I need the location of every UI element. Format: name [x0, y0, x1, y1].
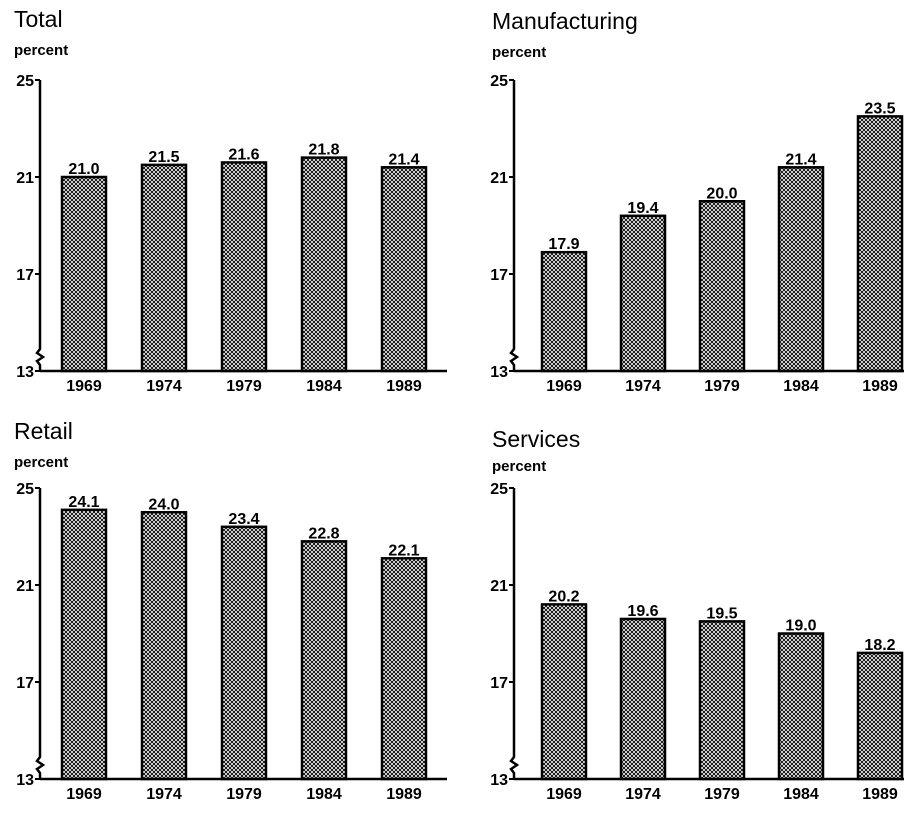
y-tick-label: 21	[16, 170, 34, 187]
y-tick-label: 21	[490, 578, 508, 595]
bar-value-label: 20.2	[548, 588, 579, 605]
y-tick-label: 25	[490, 73, 508, 90]
bar-value-label: 20.0	[706, 185, 737, 202]
y-axis-line	[509, 80, 520, 371]
x-tick-label: 1974	[625, 378, 661, 395]
bar	[856, 115, 904, 373]
bar-value-label: 21.8	[308, 142, 339, 159]
y-axis-unit-label: percent	[492, 44, 547, 61]
x-tick-label: 1974	[625, 786, 661, 803]
bar-value-label: 23.5	[864, 100, 895, 117]
retail-chart-panel: Retail percent 13 17 21 25 24.1 1969 24.0 1974 2…	[0, 410, 461, 818]
bar	[698, 200, 746, 373]
bar	[856, 651, 904, 781]
total-chart-panel: Total percent 13 17 21 25 21.0 1969 21.5 1974 21…	[0, 0, 461, 408]
manufacturing-bar-chart: 13 17 21 25 17.9 1969 19.4 1974 20.0 1979 21.4 1984…	[490, 73, 904, 395]
bar-value-label: 21.0	[68, 161, 99, 178]
bar	[540, 250, 588, 373]
y-tick-label: 17	[490, 675, 508, 692]
bar	[777, 632, 825, 781]
bar	[300, 540, 348, 781]
bar	[540, 603, 588, 781]
bar	[60, 508, 108, 781]
bar-value-label: 18.2	[864, 637, 895, 654]
chart-title: Retail	[14, 418, 73, 444]
y-tick-label: 25	[16, 73, 34, 90]
y-axis-line	[35, 80, 46, 371]
y-tick-label: 25	[490, 481, 508, 498]
y-tick-label: 13	[490, 364, 508, 381]
bar	[140, 163, 188, 373]
x-tick-label: 1979	[226, 786, 262, 803]
bar	[698, 620, 746, 781]
y-tick-label: 21	[490, 170, 508, 187]
services-bar-chart: 13 17 21 25 20.2 1969 19.6 1974 19.5 1979 19.0 1984…	[490, 481, 904, 803]
bar	[619, 617, 667, 781]
x-tick-label: 1969	[546, 786, 582, 803]
x-tick-label: 1984	[306, 786, 342, 803]
y-tick-label: 17	[490, 267, 508, 284]
y-axis-unit-label: percent	[492, 458, 547, 475]
bar-value-label: 19.4	[627, 200, 658, 217]
bar	[140, 511, 188, 781]
total-bar-chart: 13 17 21 25 21.0 1969 21.5 1974 21.6 1979 21.8 1984…	[16, 73, 447, 395]
y-axis-unit-label: percent	[14, 42, 69, 59]
bar-value-label: 19.6	[627, 603, 658, 620]
bar	[380, 557, 428, 781]
bar-value-label: 17.9	[548, 236, 579, 253]
chart-title: Manufacturing	[492, 8, 638, 34]
chart-title: Services	[492, 426, 581, 452]
y-tick-label: 17	[16, 675, 34, 692]
y-tick-label: 13	[490, 772, 508, 789]
bar-value-label: 21.4	[388, 151, 419, 168]
bar-value-label: 19.5	[706, 605, 737, 622]
bar	[380, 166, 428, 373]
bar-value-label: 22.8	[308, 525, 339, 542]
bar-value-label: 24.0	[148, 496, 179, 513]
x-tick-label: 1974	[146, 378, 182, 395]
x-tick-label: 1979	[226, 378, 262, 395]
y-axis-line	[35, 488, 46, 779]
x-tick-label: 1979	[704, 786, 740, 803]
x-tick-label: 1969	[66, 786, 102, 803]
x-tick-label: 1974	[146, 786, 182, 803]
x-tick-label: 1989	[862, 786, 898, 803]
bar-value-label: 22.1	[388, 542, 419, 559]
services-chart-panel: Services percent 13 17 21 25 20.2 1969 19.6 197…	[478, 410, 922, 818]
bar	[220, 525, 268, 781]
x-tick-label: 1989	[386, 786, 422, 803]
bar-value-label: 21.5	[148, 149, 179, 166]
manufacturing-chart-panel: Manufacturing percent 13 17 21 25 17.9 1969 19…	[478, 0, 922, 408]
bar-value-label: 19.0	[785, 618, 816, 635]
y-tick-label: 13	[16, 772, 34, 789]
retail-bar-chart: 13 17 21 25 24.1 1969 24.0 1974 23.4 1979 22.8 1984…	[16, 481, 447, 803]
x-tick-label: 1989	[862, 378, 898, 395]
y-axis-line	[509, 488, 520, 779]
x-tick-label: 1984	[783, 378, 819, 395]
x-tick-label: 1989	[386, 378, 422, 395]
x-tick-label: 1984	[306, 378, 342, 395]
y-tick-label: 21	[16, 578, 34, 595]
bar-value-label: 24.1	[68, 494, 99, 511]
x-tick-label: 1969	[546, 378, 582, 395]
bar	[619, 214, 667, 373]
chart-title: Total	[14, 6, 63, 32]
y-tick-label: 17	[16, 267, 34, 284]
x-tick-label: 1984	[783, 786, 819, 803]
x-tick-label: 1979	[704, 378, 740, 395]
bar	[220, 161, 268, 373]
y-tick-label: 13	[16, 364, 34, 381]
x-tick-label: 1969	[66, 378, 102, 395]
bar-value-label: 23.4	[228, 511, 259, 528]
bar	[60, 175, 108, 373]
bar-value-label: 21.4	[785, 151, 816, 168]
y-tick-label: 25	[16, 481, 34, 498]
y-axis-unit-label: percent	[14, 454, 69, 471]
bar	[300, 156, 348, 373]
bar-value-label: 21.6	[228, 146, 259, 163]
bar	[777, 166, 825, 373]
